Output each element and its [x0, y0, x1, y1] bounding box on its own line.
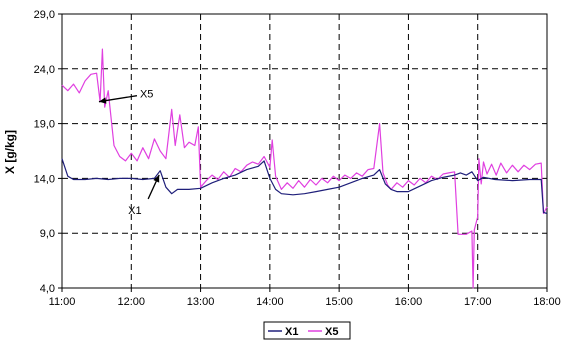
legend-box: [263, 321, 351, 340]
series-line-x5: [61, 48, 548, 289]
series-line-x1: [61, 158, 548, 215]
y-tick-label: 9,0: [40, 228, 55, 240]
x-tick-label: 13:00: [187, 296, 215, 308]
x-tick-label: 11:00: [49, 296, 76, 308]
y-tick-label: 14,0: [34, 173, 55, 185]
x-tick-label: 14:00: [256, 296, 284, 308]
grid-lines: [62, 14, 547, 288]
y-tick-label: 29,0: [34, 9, 55, 21]
legend: X1 X5: [263, 321, 351, 340]
x-tick-label: 17:00: [464, 296, 492, 308]
x-axis-ticks: 11:00 12:00 13:00 14:00 15:00 16:00 17:00 18:00: [49, 288, 561, 308]
x-tick-label: 16:00: [395, 296, 423, 308]
y-tick-label: 4,0: [40, 283, 55, 295]
legend-label-x1: X1: [285, 326, 298, 338]
x-tick-label: 15:00: [325, 296, 353, 308]
x1-annotation-label: X1: [128, 205, 141, 217]
annotations: X5 X1: [98, 89, 160, 217]
plot-area-frame: [61, 13, 548, 289]
y-axis-ticks: 4,0 9,0 14,0 19,0 24,0 29,0: [34, 9, 62, 295]
legend-label-x5: X5: [325, 326, 338, 338]
x5-annotation-arrowhead: [98, 97, 107, 104]
x-tick-label: 18:00: [533, 296, 561, 308]
y-tick-label: 24,0: [34, 64, 55, 76]
series-layer: [61, 48, 548, 289]
y-axis-title: X [g/kg]: [3, 130, 17, 174]
x1-annotation-arrowhead: [153, 174, 160, 183]
x-tick-label: 12:00: [118, 296, 146, 308]
x5-annotation-label: X5: [140, 89, 153, 101]
y-tick-label: 19,0: [34, 119, 55, 131]
